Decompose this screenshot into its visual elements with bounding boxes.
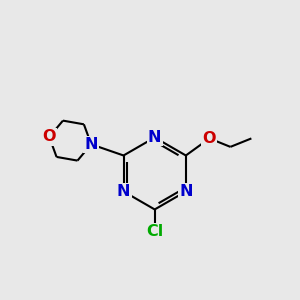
Text: N: N: [84, 137, 98, 152]
Text: O: O: [203, 131, 216, 146]
Text: O: O: [43, 129, 56, 144]
Text: N: N: [148, 130, 161, 145]
Text: N: N: [179, 184, 193, 199]
Text: Cl: Cl: [146, 224, 163, 239]
Text: N: N: [117, 184, 130, 199]
